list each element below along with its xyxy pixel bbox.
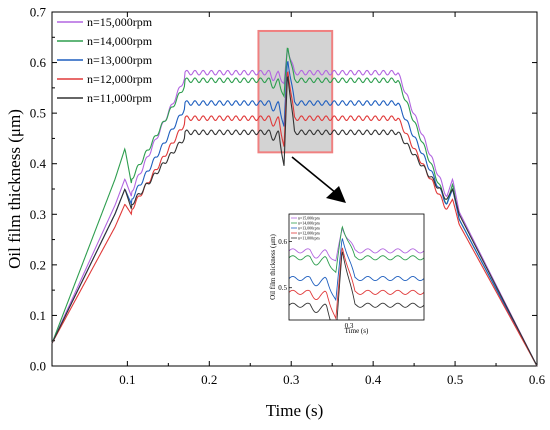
inset-plot: 0.3 0.5 0.6 n=15,000rpmn=14,000rpmn=13,00… — [266, 210, 428, 338]
legend-label-n-12-000rpm: n=12,000rpm — [87, 72, 153, 86]
inset-series-line-n-15-000rpm — [289, 227, 424, 262]
y-tick-label: 0.7 — [30, 5, 47, 20]
inset-series-line-n-11-000rpm — [289, 251, 424, 320]
inset-y-axis-title: Oil film thickness (μm) — [269, 233, 277, 299]
y-tick-label: 0.3 — [30, 207, 46, 222]
inset-legend-label-n-13-000rpm: n=13,000rpm — [298, 226, 321, 232]
x-tick-label: 0.3 — [283, 372, 299, 387]
zoom-arrow — [291, 156, 346, 203]
x-tick-label: 0.2 — [201, 372, 217, 387]
inset-y-ticks: 0.5 0.6 — [278, 238, 292, 292]
inset-y-tick-label: 0.6 — [278, 238, 287, 246]
y-tick-label: 0.2 — [30, 257, 46, 272]
inset-legend-label-n-11-000rpm: n=11,000rpm — [298, 236, 320, 242]
zoom-arrow-line — [291, 156, 337, 194]
legend-label-n-11-000rpm: n=11,000rpm — [87, 91, 152, 105]
series-line-n-15-000rpm — [51, 49, 538, 367]
inset-x-ticks: 0.3 — [345, 317, 354, 330]
series-line-n-11-000rpm — [51, 75, 538, 367]
inset-series-line-n-13-000rpm — [289, 238, 424, 302]
y-tick-label: 0.4 — [30, 156, 47, 171]
inset-series-line-n-12-000rpm — [289, 247, 424, 320]
y-tick-label: 0.0 — [30, 359, 46, 374]
inset-series-group — [289, 225, 424, 320]
main-y-ticks: 0.0 0.1 0.2 0.3 0.4 0.5 0.6 0.7 — [30, 5, 537, 374]
legend: n=15,000rpm n=14,000rpm n=13,000rpm n=12,00… — [57, 15, 153, 105]
x-axis-title: Time (s) — [266, 401, 323, 420]
x-tick-label: 0.6 — [529, 372, 546, 387]
inset-x-axis-title: Time (s) — [345, 327, 369, 335]
x-tick-label: 0.5 — [447, 372, 463, 387]
main-series-group — [51, 47, 538, 367]
x-tick-label: 0.1 — [119, 372, 135, 387]
y-tick-label: 0.1 — [30, 308, 46, 323]
legend-label-n-15-000rpm: n=15,000rpm — [87, 15, 153, 29]
x-tick-label: 0.4 — [365, 372, 382, 387]
inset-legend-label-n-14-000rpm: n=14,000rpm — [298, 221, 321, 227]
zoom-arrow-head — [326, 186, 346, 203]
legend-label-n-13-000rpm: n=13,000rpm — [87, 53, 153, 67]
inset-legend-label-n-15-000rpm: n=15,000rpm — [298, 216, 321, 222]
inset-plot-frame — [288, 213, 425, 321]
y-axis-title: Oil film thickness (μm) — [5, 109, 24, 269]
inset-x-tick-label: 0.3 — [345, 322, 354, 330]
y-tick-label: 0.5 — [30, 106, 46, 121]
y-tick-label: 0.6 — [30, 55, 47, 70]
inset-legend-label-n-12-000rpm: n=12,000rpm — [298, 231, 321, 237]
legend-label-n-14-000rpm: n=14,000rpm — [87, 34, 153, 48]
inset-legend: n=15,000rpmn=14,000rpmn=13,000rpmn=12,00… — [291, 216, 321, 242]
inset-series-line-n-14-000rpm — [289, 225, 424, 274]
inset-y-tick-label: 0.5 — [278, 284, 287, 292]
series-line-n-13-000rpm — [51, 61, 538, 367]
series-line-n-12-000rpm — [51, 71, 538, 367]
main-x-ticks: 0.1 0.2 0.3 0.4 0.5 0.6 — [119, 12, 546, 387]
